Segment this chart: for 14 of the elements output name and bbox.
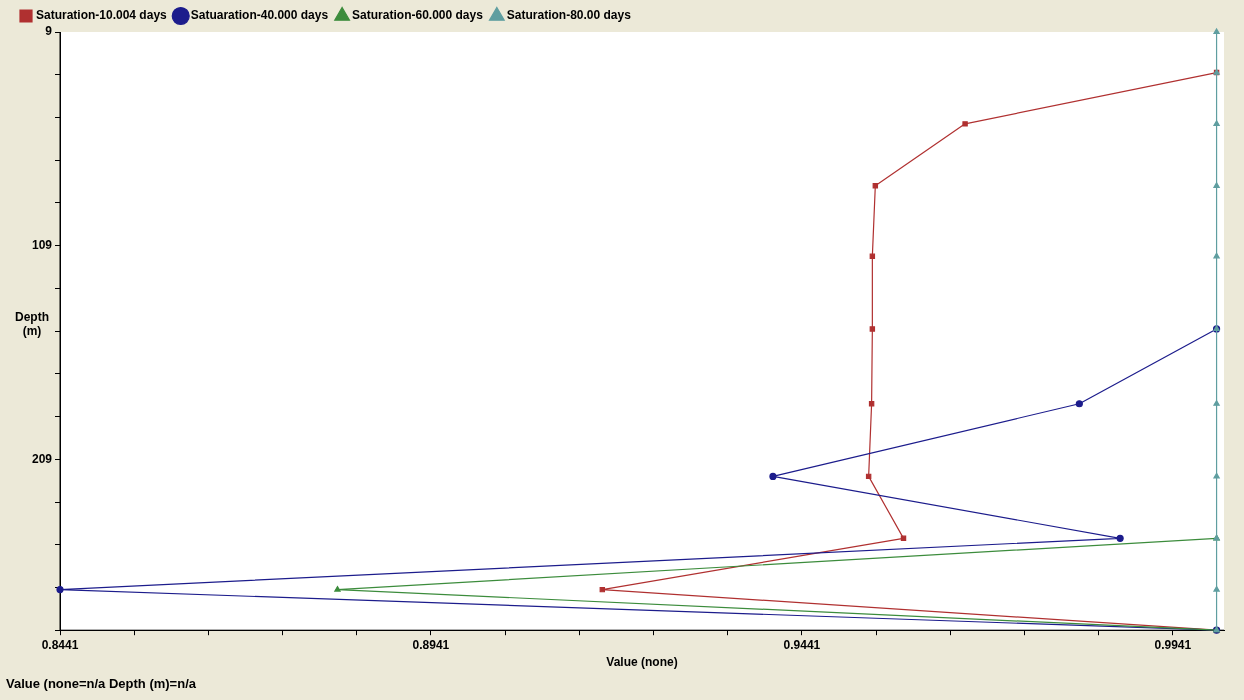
y-axis-title: Depth (m) xyxy=(14,310,50,338)
legend-label: Saturation-60.000 days xyxy=(352,8,484,23)
y-tick-label: 109 xyxy=(31,237,53,252)
y-tick-label: 9 xyxy=(45,24,53,39)
x-tick-label: 0.9941 xyxy=(1154,637,1192,652)
x-tick-label: 0.8941 xyxy=(412,637,450,652)
legend-label: Satuaration-40.000 days xyxy=(190,8,329,23)
x-tick-label: 0.8441 xyxy=(41,637,79,652)
text: Value (none=n/a Depth (m)=n/a xyxy=(6,676,196,691)
x-tick-label: 0.9441 xyxy=(783,637,821,652)
x-axis-title: Value (none) xyxy=(606,655,678,670)
y-tick-label: 209 xyxy=(31,451,53,466)
legend-label: Saturation-10.004 days xyxy=(36,8,168,23)
legend-label: Saturation-80.00 days xyxy=(506,8,632,23)
